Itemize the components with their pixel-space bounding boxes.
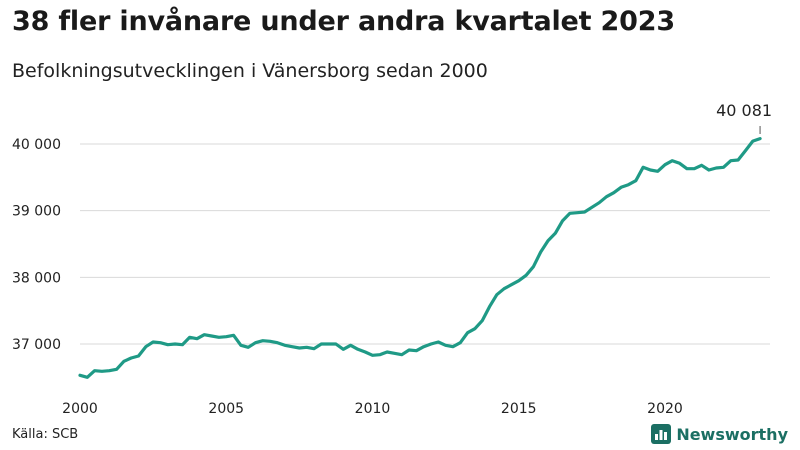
- annotation-label: 40 081: [716, 101, 772, 120]
- x-tick-label: 2005: [208, 401, 244, 417]
- bar-chart-icon: [651, 424, 672, 444]
- y-tick-label: 40 000: [12, 137, 61, 153]
- series-line: [78, 137, 762, 379]
- x-tick-label: 2000: [62, 401, 98, 417]
- y-tick-label: 37 000: [12, 337, 61, 353]
- source-note: Källa: SCB: [12, 427, 79, 442]
- y-tick-label: 38 000: [12, 270, 61, 286]
- x-tick-label: 2010: [355, 401, 391, 417]
- brand-name: Newsworthy: [676, 424, 788, 444]
- y-tick-label: 39 000: [12, 204, 61, 220]
- brand-logo: Newsworthy: [651, 424, 788, 444]
- x-tick-label: 2015: [501, 401, 537, 417]
- page-title: 38 fler invånare under andra kvartalet 2…: [12, 6, 675, 37]
- page-subtitle: Befolkningsutvecklingen i Vänersborg sed…: [12, 60, 488, 82]
- x-tick-label: 2020: [647, 401, 683, 417]
